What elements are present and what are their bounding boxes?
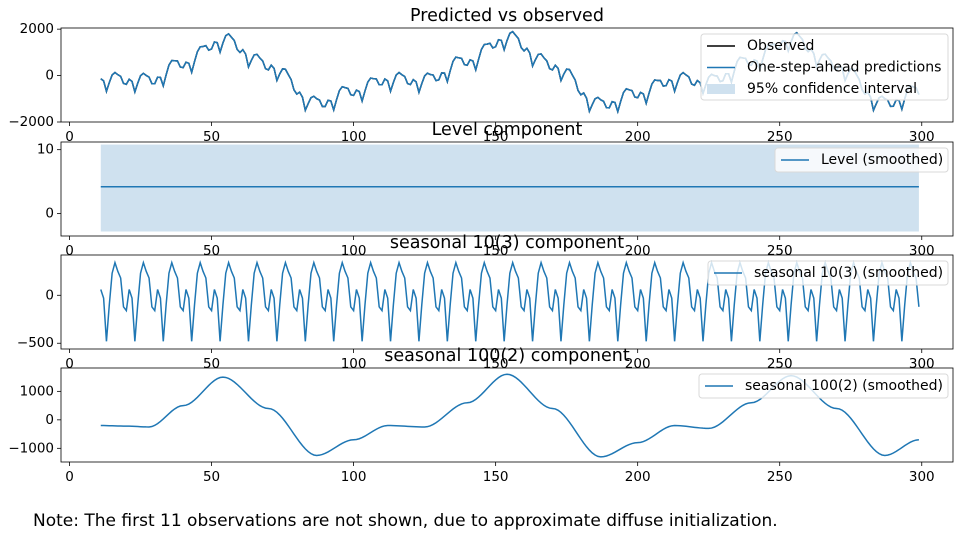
legend: Observed One-step-ahead predictions 95% co… — [700, 33, 949, 101]
x-tick-label: 300 — [909, 469, 935, 485]
x-tick-label: 50 — [203, 243, 220, 259]
panel-4: seasonal 100(2) component 0 50 100 150 200 250… — [8, 346, 954, 485]
x-tick-label: 300 — [909, 243, 935, 259]
y-tick-label: 0 — [45, 206, 54, 222]
legend-label: One-step-ahead predictions — [747, 60, 941, 76]
axes-frame — [60, 141, 954, 237]
x-tick-label: 200 — [625, 243, 651, 259]
plot-area — [100, 260, 920, 342]
panel-1: Predicted vs observed 0 50 100 150 200 250 300 −… — [8, 6, 954, 145]
x-tick-label: 250 — [767, 243, 793, 259]
x-tick-label: 50 — [203, 469, 220, 485]
panel-title: Predicted vs observed — [410, 6, 604, 26]
y-tick-label: 1000 — [20, 383, 54, 399]
legend-box — [707, 260, 949, 286]
legend: Level (smoothed) — [774, 147, 949, 173]
x-tick-label: 250 — [767, 469, 793, 485]
axes-frame — [60, 27, 954, 123]
x-tick-label: 300 — [909, 356, 935, 372]
legend: seasonal 100(2) (smoothed) — [698, 373, 949, 399]
axes-frame — [60, 254, 954, 350]
y-tick-label: 0 — [45, 287, 54, 303]
x-tick-label: 150 — [483, 469, 509, 485]
series-line-1 — [100, 260, 920, 342]
x-tick-label: 0 — [65, 243, 74, 259]
x-tick-label: 250 — [767, 129, 793, 145]
x-tick-label: 0 — [65, 129, 74, 145]
x-tick-label: 300 — [909, 129, 935, 145]
x-tick-label: 100 — [341, 129, 367, 145]
x-tick-label: 200 — [625, 469, 651, 485]
y-tick-label: 0 — [45, 412, 54, 428]
x-tick-label: 100 — [341, 469, 367, 485]
legend-swatch — [707, 84, 735, 94]
legend-box — [698, 373, 949, 399]
x-tick-label: 50 — [203, 356, 220, 372]
y-tick-label: −2000 — [8, 114, 54, 130]
legend-box — [774, 147, 949, 173]
y-tick-label: 2000 — [20, 21, 54, 37]
legend-label: 95% confidence interval — [747, 81, 917, 97]
x-tick-label: 0 — [65, 469, 74, 485]
panel-title: seasonal 10(3) component — [390, 233, 624, 253]
x-tick-label: 200 — [625, 129, 651, 145]
legend-box — [700, 33, 949, 101]
x-tick-label: 50 — [203, 129, 220, 145]
legend: seasonal 10(3) (smoothed) — [707, 260, 949, 286]
legend-label: Level (smoothed) — [821, 152, 943, 168]
panel-title: seasonal 100(2) component — [384, 346, 630, 366]
legend-label: seasonal 100(2) (smoothed) — [745, 378, 943, 394]
y-tick-label: −1000 — [8, 440, 54, 456]
legend-label: Observed — [747, 38, 814, 54]
x-tick-label: 0 — [65, 356, 74, 372]
axes-frame — [60, 367, 954, 463]
panel-title: Level component — [432, 120, 583, 140]
x-tick-label: 100 — [341, 243, 367, 259]
panel-2: Level component 0 50 100 150 200 250 300 0 10 Leve… — [37, 120, 954, 259]
x-tick-label: 100 — [341, 356, 367, 372]
y-tick-label: −500 — [17, 335, 54, 351]
x-tick-label: 250 — [767, 356, 793, 372]
y-tick-label: 0 — [45, 68, 54, 84]
x-tick-label: 150 — [483, 129, 509, 145]
legend-label: seasonal 10(3) (smoothed) — [754, 265, 943, 281]
y-tick-label: 10 — [37, 142, 54, 158]
footnote: Note: The first 11 observations are not … — [33, 511, 778, 531]
